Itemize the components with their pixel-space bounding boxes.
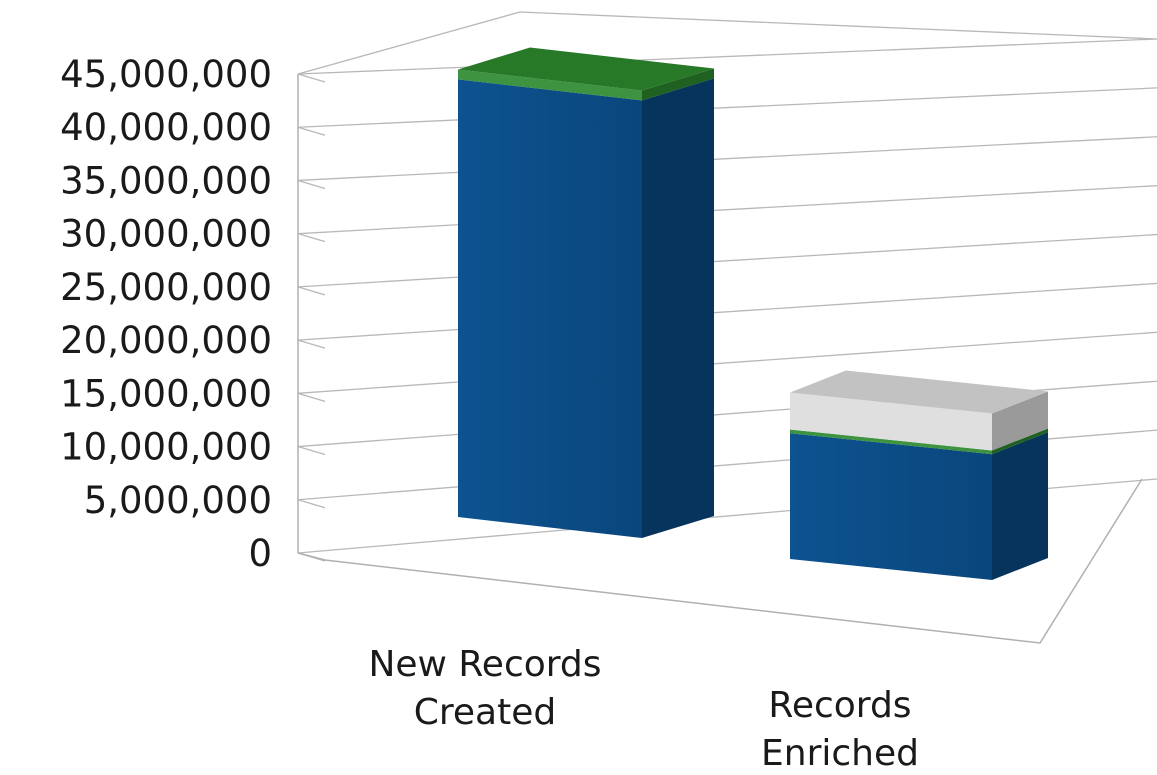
category-labels: New Records Created Records Enriched	[368, 644, 919, 774]
gridline	[297, 87, 1157, 128]
gridline	[297, 38, 1157, 75]
bar-top	[790, 370, 1048, 414]
bar-segment-side	[992, 391, 1048, 451]
y-tick-label: 0	[248, 532, 272, 575]
y-tick-label: 40,000,000	[60, 106, 272, 149]
gridline-return	[297, 392, 326, 402]
gridline-return	[297, 179, 326, 190]
gridline	[297, 233, 1157, 288]
gridline	[297, 331, 1157, 394]
y-tick-label: 15,000,000	[60, 372, 272, 415]
bar-top	[458, 47, 714, 91]
gridline-return	[297, 339, 326, 349]
bar-segment-side	[992, 432, 1048, 580]
gridlines	[297, 38, 1157, 562]
gridline	[297, 185, 1157, 235]
category-label-line: New Records	[368, 644, 601, 685]
back-wall-top-edge	[519, 11, 1157, 40]
bar-segment-front	[458, 79, 642, 539]
bar-segment-side	[642, 68, 714, 101]
bar-segment-front	[790, 433, 992, 580]
side-wall-top-edge	[297, 11, 521, 75]
gridline-return	[297, 126, 326, 136]
bars	[458, 47, 1048, 580]
gridline-return	[297, 73, 326, 83]
gridline	[297, 136, 1157, 182]
category-label: New Records Created	[368, 644, 601, 733]
category-label-line: Enriched	[761, 733, 919, 774]
y-tick-label: 20,000,000	[60, 319, 272, 362]
bar-segment-front	[790, 429, 992, 455]
bar-segment-side	[642, 78, 714, 539]
bar-segment-side	[992, 428, 1048, 455]
bar-segment-front	[790, 392, 992, 451]
y-tick-label: 35,000,000	[60, 159, 272, 202]
y-axis-ticks: 0 5,000,000 10,000,000 15,000,000 20,000,000…	[60, 53, 272, 575]
y-tick-label: 5,000,000	[84, 479, 272, 522]
y-tick-label: 45,000,000	[60, 53, 272, 96]
category-label-line: Records	[768, 685, 911, 726]
axes	[297, 11, 1157, 644]
gridline-return	[297, 445, 326, 456]
gridline-return	[297, 233, 326, 243]
y-tick-label: 30,000,000	[60, 213, 272, 256]
floor-outline	[297, 478, 1143, 644]
y-tick-label: 10,000,000	[60, 426, 272, 469]
gridline-return	[297, 499, 326, 509]
gridline-return	[297, 286, 326, 296]
bar-segment-front	[458, 69, 642, 101]
category-label-line: Created	[414, 692, 556, 733]
y-tick-label: 25,000,000	[60, 266, 272, 309]
gridline	[297, 282, 1157, 341]
category-label: Records Enriched	[761, 685, 919, 774]
